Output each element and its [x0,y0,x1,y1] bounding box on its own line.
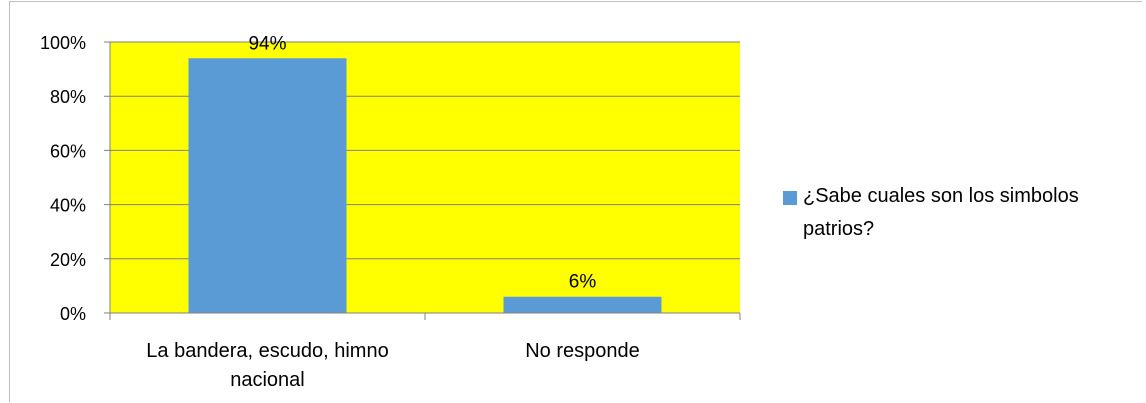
y-tick-label: 60% [50,141,86,161]
data-label: 94% [248,33,286,54]
legend: ¿Sabe cuales son los simbolos patrios? [783,180,1133,246]
x-category-label: nacional [230,369,305,391]
axes [109,42,741,320]
legend-label: ¿Sabe cuales son los simbolos patrios? [803,180,1079,246]
y-tick-label: 0% [60,304,86,324]
data-label: 6% [569,272,597,293]
bar [503,296,662,313]
legend-label-line1: ¿Sabe cuales son los simbolos [803,185,1079,207]
legend-swatch [783,191,797,205]
y-tick-labels: 0% 20% 40% 60% 80% 100% [40,33,86,324]
legend-label-line2: patrios? [803,218,875,240]
y-tick-label: 40% [50,196,86,216]
bar [188,58,347,314]
bars [188,58,662,314]
x-category-label: No responde [525,340,640,362]
y-tick-label: 20% [50,250,86,270]
x-category-label: La bandera, escudo, himno [146,340,388,362]
y-tick-label: 80% [50,87,86,107]
x-tick-labels: La bandera, escudo, himno nacional No resp… [146,340,639,391]
chart-frame [9,1,1142,402]
data-labels: 94% 6% [248,33,596,292]
y-tick-label: 100% [40,33,86,53]
